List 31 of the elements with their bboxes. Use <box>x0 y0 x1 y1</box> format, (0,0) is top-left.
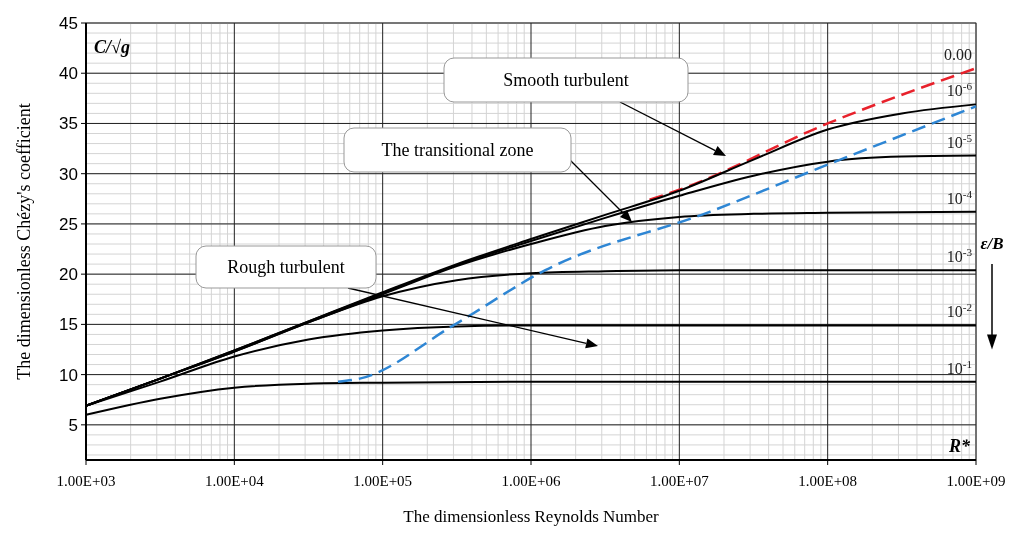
x-tick-label: 1.00E+05 <box>353 473 413 489</box>
series-label: 10$^{-2}$ <box>946 301 972 321</box>
series-label: 10$^{-6}$ <box>946 80 973 100</box>
x-tick-label: 1.00E+08 <box>798 473 858 489</box>
y-tick-label: 30 <box>59 164 78 184</box>
y-axis-title: The dimensionless Chézy's coefficient <box>14 103 34 380</box>
y-tick-label: 5 <box>68 415 78 435</box>
annotation: Rough turbulent <box>227 257 345 278</box>
series-label: 10$^{-5}$ <box>946 131 973 151</box>
y-tick-label: 15 <box>59 315 78 335</box>
series-label: 0.00 <box>944 46 972 64</box>
annotation: The transitional zone <box>381 140 534 161</box>
y-tick-label: 25 <box>59 214 78 234</box>
series-label: 10$^{-3}$ <box>946 246 973 266</box>
x-tick-label: 1.00E+03 <box>56 473 116 489</box>
x-axis-title: The dimensionless Reynolds Number <box>403 507 660 526</box>
annotation: Smooth turbulent <box>503 70 629 91</box>
y-tick-label: 10 <box>59 365 78 385</box>
legend-title: ε/B <box>980 234 1004 254</box>
y-tick-label: 40 <box>59 64 78 84</box>
x-tick-label: 1.00E+09 <box>946 473 1006 489</box>
y-tick-label: 45 <box>59 13 78 33</box>
series-label: 10$^{-1}$ <box>946 357 972 377</box>
x-tick-label: 1.00E+07 <box>649 473 710 489</box>
annotation: R* <box>947 436 971 456</box>
annotation: C/√g <box>94 37 130 57</box>
y-tick-label: 20 <box>59 265 78 285</box>
series-label: 10$^{-4}$ <box>946 187 973 207</box>
y-tick-label: 35 <box>59 114 78 134</box>
x-tick-label: 1.00E+06 <box>501 473 561 489</box>
x-tick-label: 1.00E+04 <box>204 473 265 489</box>
